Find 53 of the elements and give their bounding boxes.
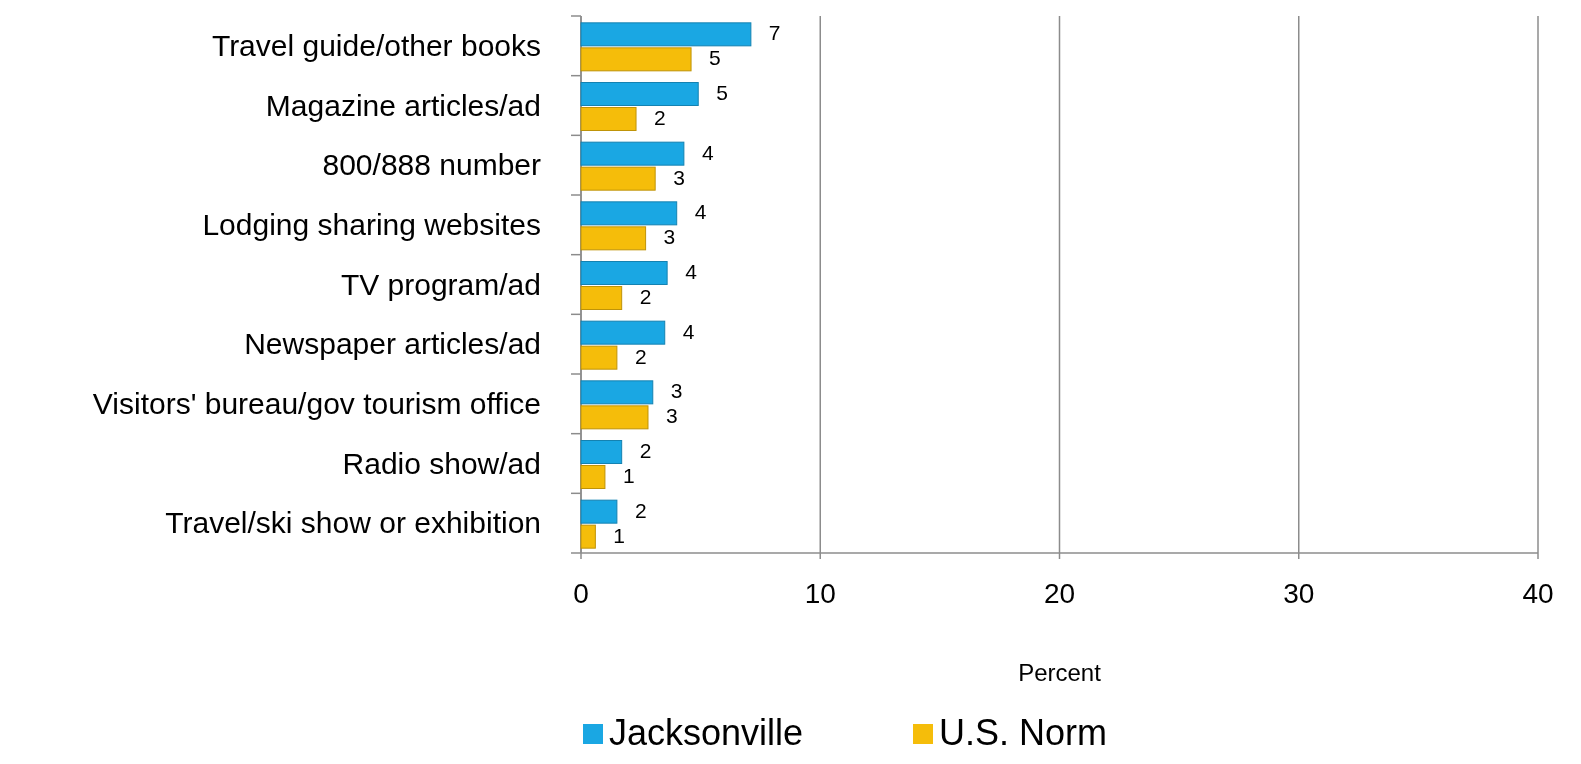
bar <box>580 380 654 405</box>
bar <box>580 201 678 226</box>
data-label: 4 <box>682 319 695 343</box>
data-label: 4 <box>685 260 698 283</box>
data-label: 5 <box>709 46 721 70</box>
bar <box>580 286 623 310</box>
bar <box>580 345 618 370</box>
x-tick-label: 40 <box>1522 578 1554 609</box>
x-tick-label: 10 <box>804 578 836 609</box>
data-label: 2 <box>639 285 652 308</box>
y-tick-label: Travel/ski show or exhibition <box>165 506 541 540</box>
bar <box>580 440 623 464</box>
data-label: 3 <box>665 404 678 428</box>
x-tick-label: 30 <box>1283 578 1315 609</box>
data-label: 2 <box>654 106 666 129</box>
bar <box>580 320 666 345</box>
y-tick-label: TV program/ad <box>340 267 541 301</box>
y-tick-label: Radio show/ad <box>342 446 541 480</box>
bar <box>580 499 618 524</box>
data-label: 5 <box>716 81 728 104</box>
x-axis-title: Percent <box>1018 659 1102 686</box>
bar <box>580 261 668 285</box>
data-label: 2 <box>639 439 652 462</box>
y-tick-label: Travel guide/other books <box>211 28 541 62</box>
data-label: 3 <box>670 379 683 403</box>
bar <box>580 524 596 549</box>
bar <box>580 82 699 106</box>
bar <box>580 107 637 131</box>
data-label: 4 <box>701 140 714 164</box>
bar <box>580 22 752 47</box>
bar <box>580 141 685 166</box>
bar <box>580 47 692 72</box>
data-label: 2 <box>634 344 647 368</box>
bar <box>580 405 649 430</box>
data-label: 1 <box>622 464 635 487</box>
legend-label: U.S. Norm <box>939 712 1108 753</box>
y-tick-label: Lodging sharing websites <box>202 207 541 241</box>
y-tick-label: Magazine articles/ad <box>265 88 541 122</box>
data-label: 7 <box>768 21 781 45</box>
data-label: 1 <box>613 523 626 547</box>
legend-label: Jacksonville <box>609 712 804 753</box>
bar <box>580 166 656 191</box>
y-tick-label: Visitors' bureau/gov tourism office <box>92 386 541 420</box>
data-label: 3 <box>663 225 676 249</box>
x-tick-label: 0 <box>573 578 589 609</box>
data-label: 3 <box>673 165 685 189</box>
data-label: 2 <box>634 498 647 522</box>
x-tick-label: 20 <box>1043 578 1076 609</box>
y-tick-label: Newspaper articles/ad <box>244 327 541 361</box>
y-tick-label: 800/888 number <box>322 148 542 182</box>
bar <box>580 226 647 251</box>
bar <box>580 465 606 489</box>
data-label: 4 <box>694 200 707 224</box>
